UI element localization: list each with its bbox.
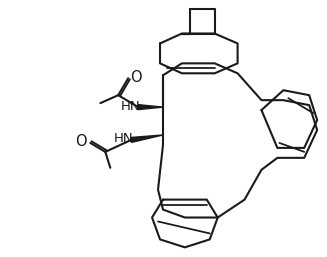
Text: O: O [75,134,86,149]
Polygon shape [131,135,163,142]
Text: O: O [130,70,142,85]
Text: HN: HN [121,100,140,113]
Text: HN: HN [113,132,133,145]
Polygon shape [138,105,163,109]
